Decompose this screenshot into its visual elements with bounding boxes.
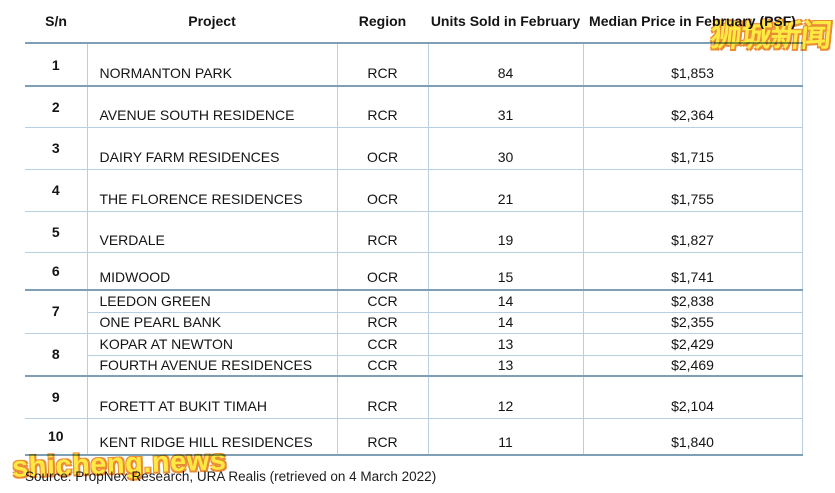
sn-cell: 1 [25,43,87,87]
region-cell: RCR [336,43,428,87]
header-row: S/n Project Region Units Sold in Februar… [25,0,802,44]
units-cell: 13 [427,333,583,356]
col-header-sn: S/n [25,0,87,44]
price-cell: $2,838 [582,290,803,313]
table-row: 5 VERDALE RCR 19 $1,827 [25,211,803,253]
project-cell: FORETT AT BUKIT TIMAH [86,376,337,419]
col-header-region: Region [337,0,428,44]
project-cell: DAIRY FARM RESIDENCES [86,127,337,170]
units-cell: 21 [427,169,583,212]
table-row: FOURTH AVENUE RESIDENCES CCR 13 $2,469 [25,355,803,377]
units-cell: 15 [427,252,583,291]
sales-table: S/n Project Region Units Sold in Februar… [25,0,803,456]
region-cell: CCR [336,333,428,356]
table-row: 8 KOPAR AT NEWTON CCR 13 $2,429 [25,333,803,377]
source-note: Source: PropNex Research, URA Realis (re… [25,469,437,484]
col-header-units: Units Sold in February [428,0,583,44]
project-cell: FOURTH AVENUE RESIDENCES [86,355,337,377]
table-row: 9 FORETT AT BUKIT TIMAH RCR 12 $2,104 [25,376,803,419]
project-cell: KOPAR AT NEWTON [86,333,337,356]
units-cell: 30 [427,127,583,170]
price-cell: $1,741 [582,252,803,291]
units-cell: 13 [427,355,583,377]
units-cell: 11 [427,418,583,456]
sn-cell: 10 [25,418,87,456]
project-cell: ONE PEARL BANK [86,312,337,334]
price-cell: $1,755 [582,169,803,212]
units-cell: 19 [427,211,583,253]
sn-cell: 3 [25,127,87,170]
sn-cell: 8 [25,333,87,377]
project-cell: LEEDON GREEN [86,290,337,313]
region-cell: RCR [336,86,428,128]
watermark-top-right: 狮城新闻 [708,18,833,53]
units-cell: 31 [427,86,583,128]
col-header-project: Project [87,0,337,44]
price-cell: $1,840 [582,418,803,456]
region-cell: RCR [336,376,428,419]
region-cell: RCR [336,312,428,334]
project-cell: KENT RIDGE HILL RESIDENCES [86,418,337,456]
project-cell: THE FLORENCE RESIDENCES [86,169,337,212]
price-cell: $2,355 [582,312,803,334]
price-cell: $2,364 [582,86,803,128]
region-cell: OCR [336,127,428,170]
price-cell: $1,853 [582,43,803,87]
region-cell: RCR [336,211,428,253]
units-cell: 14 [427,312,583,334]
sn-cell: 7 [25,290,87,334]
region-cell: OCR [336,252,428,291]
sn-cell: 5 [25,211,87,253]
region-cell: CCR [336,290,428,313]
region-cell: OCR [336,169,428,212]
project-cell: NORMANTON PARK [86,43,337,87]
project-cell: VERDALE [86,211,337,253]
table-row: 7 LEEDON GREEN CCR 14 $2,838 [25,290,803,334]
table-row: 1 NORMANTON PARK RCR 84 $1,853 [25,43,803,87]
sn-cell: 4 [25,169,87,212]
table-row: ONE PEARL BANK RCR 14 $2,355 [25,312,803,334]
project-cell: AVENUE SOUTH RESIDENCE [86,86,337,128]
table-row: 10 KENT RIDGE HILL RESIDENCES RCR 11 $1,… [25,418,803,456]
price-cell: $1,827 [582,211,803,253]
price-cell: $2,104 [582,376,803,419]
units-cell: 84 [427,43,583,87]
table-row: 4 THE FLORENCE RESIDENCES OCR 21 $1,755 [25,169,803,212]
units-cell: 14 [427,290,583,313]
table-row: 3 DAIRY FARM RESIDENCES OCR 30 $1,715 [25,127,803,170]
project-cell: MIDWOOD [86,252,337,291]
sn-cell: 9 [25,376,87,419]
col-header-price: Median Price in February (PSF) [583,0,802,44]
table-row: 2 AVENUE SOUTH RESIDENCE RCR 31 $2,364 [25,86,803,128]
price-cell: $2,429 [582,333,803,356]
units-cell: 12 [427,376,583,419]
region-cell: RCR [336,418,428,456]
region-cell: CCR [336,355,428,377]
sn-cell: 6 [25,252,87,291]
sn-cell: 2 [25,86,87,128]
table-row: 6 MIDWOOD OCR 15 $1,741 [25,252,803,291]
price-cell: $2,469 [582,355,803,377]
price-cell: $1,715 [582,127,803,170]
